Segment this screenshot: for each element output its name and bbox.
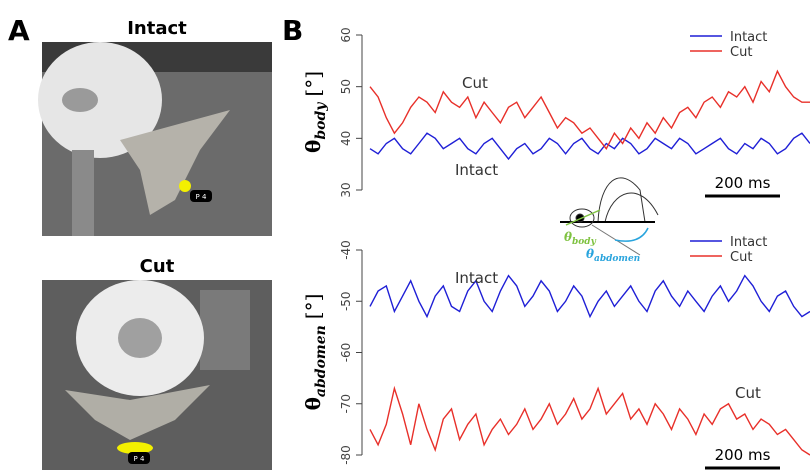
figure: A B Intact Cut P 4 P 4 θbody θabdomen 30… bbox=[0, 0, 810, 476]
y-label-unit: [°] bbox=[301, 71, 325, 97]
inset-label: θbody bbox=[564, 230, 597, 247]
scale-bar-label: 200 ms bbox=[715, 446, 771, 464]
y-label-subscript: abdomen bbox=[313, 325, 329, 397]
y-tick-label: -50 bbox=[339, 291, 353, 311]
trace bbox=[370, 276, 810, 317]
photo-tag: P 4 bbox=[134, 455, 145, 463]
y-label-subscript: body bbox=[313, 102, 329, 140]
y-label-symbol: θ bbox=[301, 397, 325, 410]
photo: P 4 bbox=[38, 42, 272, 236]
y-label-symbol: θ bbox=[301, 140, 325, 153]
trace bbox=[370, 71, 810, 149]
legend-label: Intact bbox=[730, 235, 767, 250]
y-label-unit: [°] bbox=[301, 294, 325, 320]
y-tick-label: 50 bbox=[339, 79, 353, 94]
legend-label: Cut bbox=[730, 250, 752, 265]
scale-bar-label: 200 ms bbox=[715, 174, 771, 192]
panel-label: B bbox=[282, 14, 303, 47]
y-tick-label: -40 bbox=[339, 240, 353, 260]
y-tick-label: 60 bbox=[339, 27, 353, 42]
y-axis-label: θabdomen [°] bbox=[301, 294, 329, 411]
legend-label: Intact bbox=[730, 30, 767, 45]
photo: P 4 bbox=[42, 280, 272, 470]
annotation: Intact bbox=[455, 269, 498, 287]
annotation: Intact bbox=[455, 161, 498, 179]
y-tick-label: 40 bbox=[339, 131, 353, 146]
legend-label: Cut bbox=[730, 45, 752, 60]
photo-title: Intact bbox=[127, 18, 187, 39]
y-tick-label: -60 bbox=[339, 343, 353, 363]
trace bbox=[370, 133, 810, 159]
panel-label: A bbox=[8, 14, 30, 47]
y-tick-label: -70 bbox=[339, 394, 353, 414]
photo-title: Cut bbox=[140, 256, 175, 277]
y-tick-label: -80 bbox=[339, 445, 353, 465]
annotation: Cut bbox=[735, 384, 761, 402]
y-axis-label: θbody [°] bbox=[301, 71, 329, 153]
annotation: Cut bbox=[462, 74, 488, 92]
photo-tag: P 4 bbox=[196, 193, 207, 201]
y-tick-label: 30 bbox=[339, 182, 353, 197]
